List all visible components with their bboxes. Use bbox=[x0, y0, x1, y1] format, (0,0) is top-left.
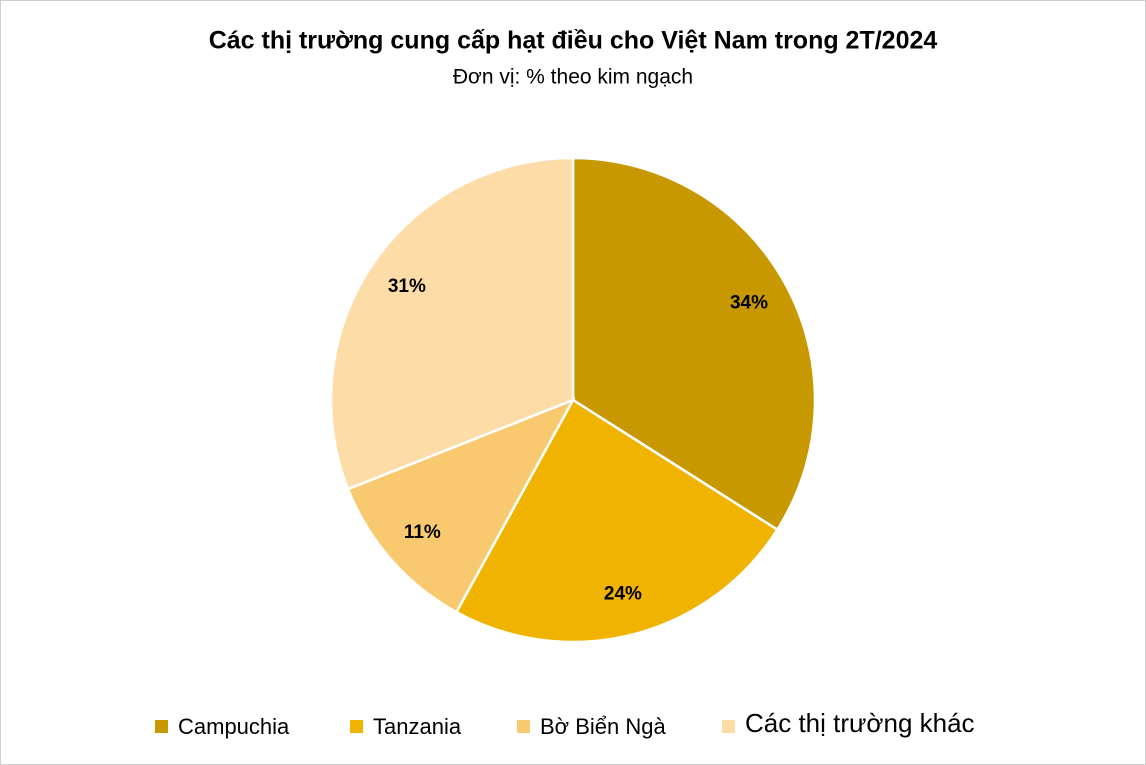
pie-slice bbox=[454, 398, 780, 644]
pie-slice bbox=[346, 397, 576, 614]
pie-slice bbox=[329, 156, 575, 491]
slice-label: 31% bbox=[388, 276, 426, 297]
slice-label: 34% bbox=[730, 292, 768, 313]
legend-swatch bbox=[722, 720, 735, 733]
slice-label: 24% bbox=[604, 584, 642, 605]
legend-label: Các thị trường khác bbox=[745, 708, 975, 738]
chart-subtitle: Đơn vị: % theo kim ngạch bbox=[453, 66, 693, 89]
legend-swatch bbox=[517, 720, 530, 733]
legend-label: Campuchia bbox=[178, 714, 290, 739]
legend-label: Tanzania bbox=[373, 714, 462, 739]
legend-swatch bbox=[155, 720, 168, 733]
chart-title: Các thị trường cung cấp hạt điều cho Việ… bbox=[209, 27, 938, 55]
pie-slice bbox=[571, 156, 817, 532]
slice-label: 11% bbox=[404, 522, 441, 543]
legend-label: Bờ Biển Ngà bbox=[540, 714, 666, 739]
legend-swatch bbox=[350, 720, 363, 733]
